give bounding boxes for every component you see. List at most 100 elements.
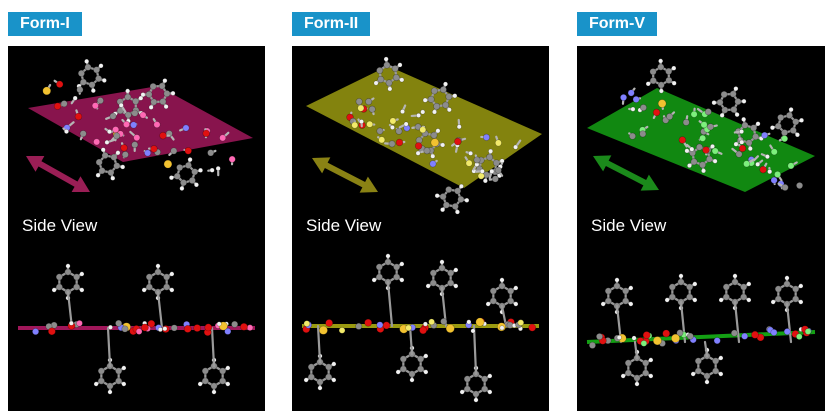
hydrogen-atom <box>648 373 654 379</box>
oxygen-atom <box>147 319 156 328</box>
carbon-atom <box>676 329 684 337</box>
hydrogen-atom <box>107 389 113 395</box>
hydrogen-atom <box>473 397 479 403</box>
hydrogen-atom <box>138 95 144 101</box>
hydrogen-atom <box>489 168 495 174</box>
hydrogen-atom <box>732 273 738 279</box>
carbon-atom <box>417 365 425 373</box>
hydrogen-atom <box>197 381 203 387</box>
hydrogen-atom <box>684 148 690 154</box>
hydrogen-atom <box>331 361 337 367</box>
hydrogen-atom <box>104 139 110 145</box>
oxygen-atom <box>74 112 83 121</box>
carbon-atom <box>184 161 192 169</box>
hydrogen-atom <box>712 158 718 164</box>
oxygen-atom <box>184 147 192 155</box>
hydrogen-atom <box>434 193 440 199</box>
carbon-atom <box>93 138 101 146</box>
carbon-atom <box>489 287 497 295</box>
hydrogen-atom <box>101 77 107 83</box>
carbon-atom <box>95 75 103 83</box>
carbon-atom <box>355 98 363 106</box>
carbon-atom <box>392 74 400 82</box>
hydrogen-atom <box>798 283 804 289</box>
carbon-atom <box>132 97 140 105</box>
carbon-atom <box>383 61 391 69</box>
carbon-atom <box>442 101 450 109</box>
form-5-side-view-label: Side View <box>591 216 667 235</box>
hydrogen-atom <box>769 125 775 131</box>
form-2-side-view-label: Side View <box>306 216 382 235</box>
carbon-atom <box>388 140 396 148</box>
carbon-atom <box>633 374 641 382</box>
hydrogen-atom <box>784 275 790 281</box>
hydrogen-atom <box>711 100 717 106</box>
hydrogen-atom <box>453 267 459 273</box>
hydrogen-atom <box>168 175 174 181</box>
nitrogen-atom <box>632 95 640 103</box>
carbon-atom <box>135 328 143 335</box>
hydrogen-atom <box>710 143 716 149</box>
carbon-atom <box>338 327 346 334</box>
hydrogen-atom <box>733 86 739 92</box>
carbon-atom <box>686 293 694 301</box>
carbon-atom <box>113 162 121 170</box>
carbon-atom <box>158 82 166 90</box>
carbon-atom <box>64 268 72 276</box>
form-5-panel: Side View <box>577 46 825 411</box>
carbon-atom <box>787 162 795 170</box>
carbon-atom <box>428 318 435 326</box>
oxygen-atom <box>759 165 767 174</box>
oxygen-atom <box>414 142 423 150</box>
carbon-atom <box>389 117 397 125</box>
oxygen-atom <box>678 136 687 144</box>
carbon-atom <box>666 113 674 121</box>
carbon-atom <box>115 319 123 327</box>
carbon-atom <box>774 122 782 130</box>
hydrogen-atom <box>90 88 96 94</box>
carbon-atom <box>375 273 383 281</box>
carbon-atom <box>96 97 104 105</box>
nitrogen-atom <box>224 327 232 335</box>
carbon-atom <box>694 367 702 375</box>
hydrogen-atom <box>215 165 221 171</box>
bond <box>386 280 394 328</box>
carbon-atom <box>399 365 407 373</box>
hydrogen-atom <box>395 369 401 375</box>
carbon-atom <box>729 90 737 98</box>
carbon-atom <box>176 164 184 172</box>
carbon-atom <box>423 147 431 155</box>
carbon-atom <box>153 121 161 129</box>
carbon-atom <box>219 367 227 375</box>
hydrogen-atom <box>764 154 770 160</box>
hydrogen-atom <box>389 124 395 130</box>
carbon-atom <box>445 186 453 194</box>
carbon-atom <box>613 282 621 290</box>
hydrogen-atom <box>739 129 745 135</box>
hydrogen-atom <box>692 281 698 287</box>
carbon-atom <box>439 86 447 94</box>
carbon-atom <box>707 123 715 131</box>
carbon-atom <box>351 121 359 129</box>
oxygen-atom <box>325 319 334 327</box>
hydrogen-atom <box>648 357 654 363</box>
carbon-atom <box>355 322 363 330</box>
hydrogen-atom <box>616 334 622 340</box>
hydrogen-atom <box>746 281 752 287</box>
hydrogen-atom <box>628 285 634 291</box>
carbon-atom <box>770 148 778 156</box>
carbon-atom <box>445 93 453 101</box>
hydrogen-atom <box>794 132 800 138</box>
carbon-atom <box>477 172 485 180</box>
carbon-atom <box>366 120 374 128</box>
hydrogen-atom <box>798 299 804 305</box>
hydrogen-atom <box>225 365 231 371</box>
hydrogen-atom <box>387 86 393 92</box>
hydrogen-atom <box>317 385 323 391</box>
hydrogen-atom <box>739 139 745 145</box>
carbon-atom <box>121 151 129 159</box>
direction-arrow-shaft <box>33 158 83 190</box>
hydrogen-atom <box>68 320 74 326</box>
carbon-atom <box>442 201 450 209</box>
hydrogen-atom <box>470 328 476 334</box>
